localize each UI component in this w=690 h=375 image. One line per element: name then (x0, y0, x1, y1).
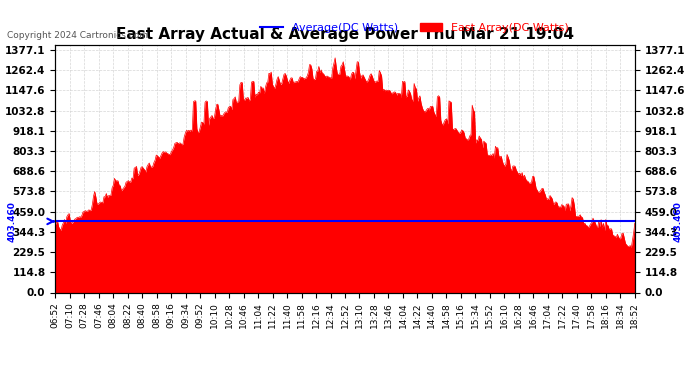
Title: East Array Actual & Average Power Thu Mar 21 19:04: East Array Actual & Average Power Thu Ma… (116, 27, 574, 42)
Text: 403.460: 403.460 (7, 201, 17, 242)
Text: Copyright 2024 Cartronics.com: Copyright 2024 Cartronics.com (7, 30, 148, 39)
Legend: Average(DC Watts), East Array(DC Watts): Average(DC Watts), East Array(DC Watts) (256, 18, 573, 37)
Text: 403.460: 403.460 (673, 201, 683, 242)
